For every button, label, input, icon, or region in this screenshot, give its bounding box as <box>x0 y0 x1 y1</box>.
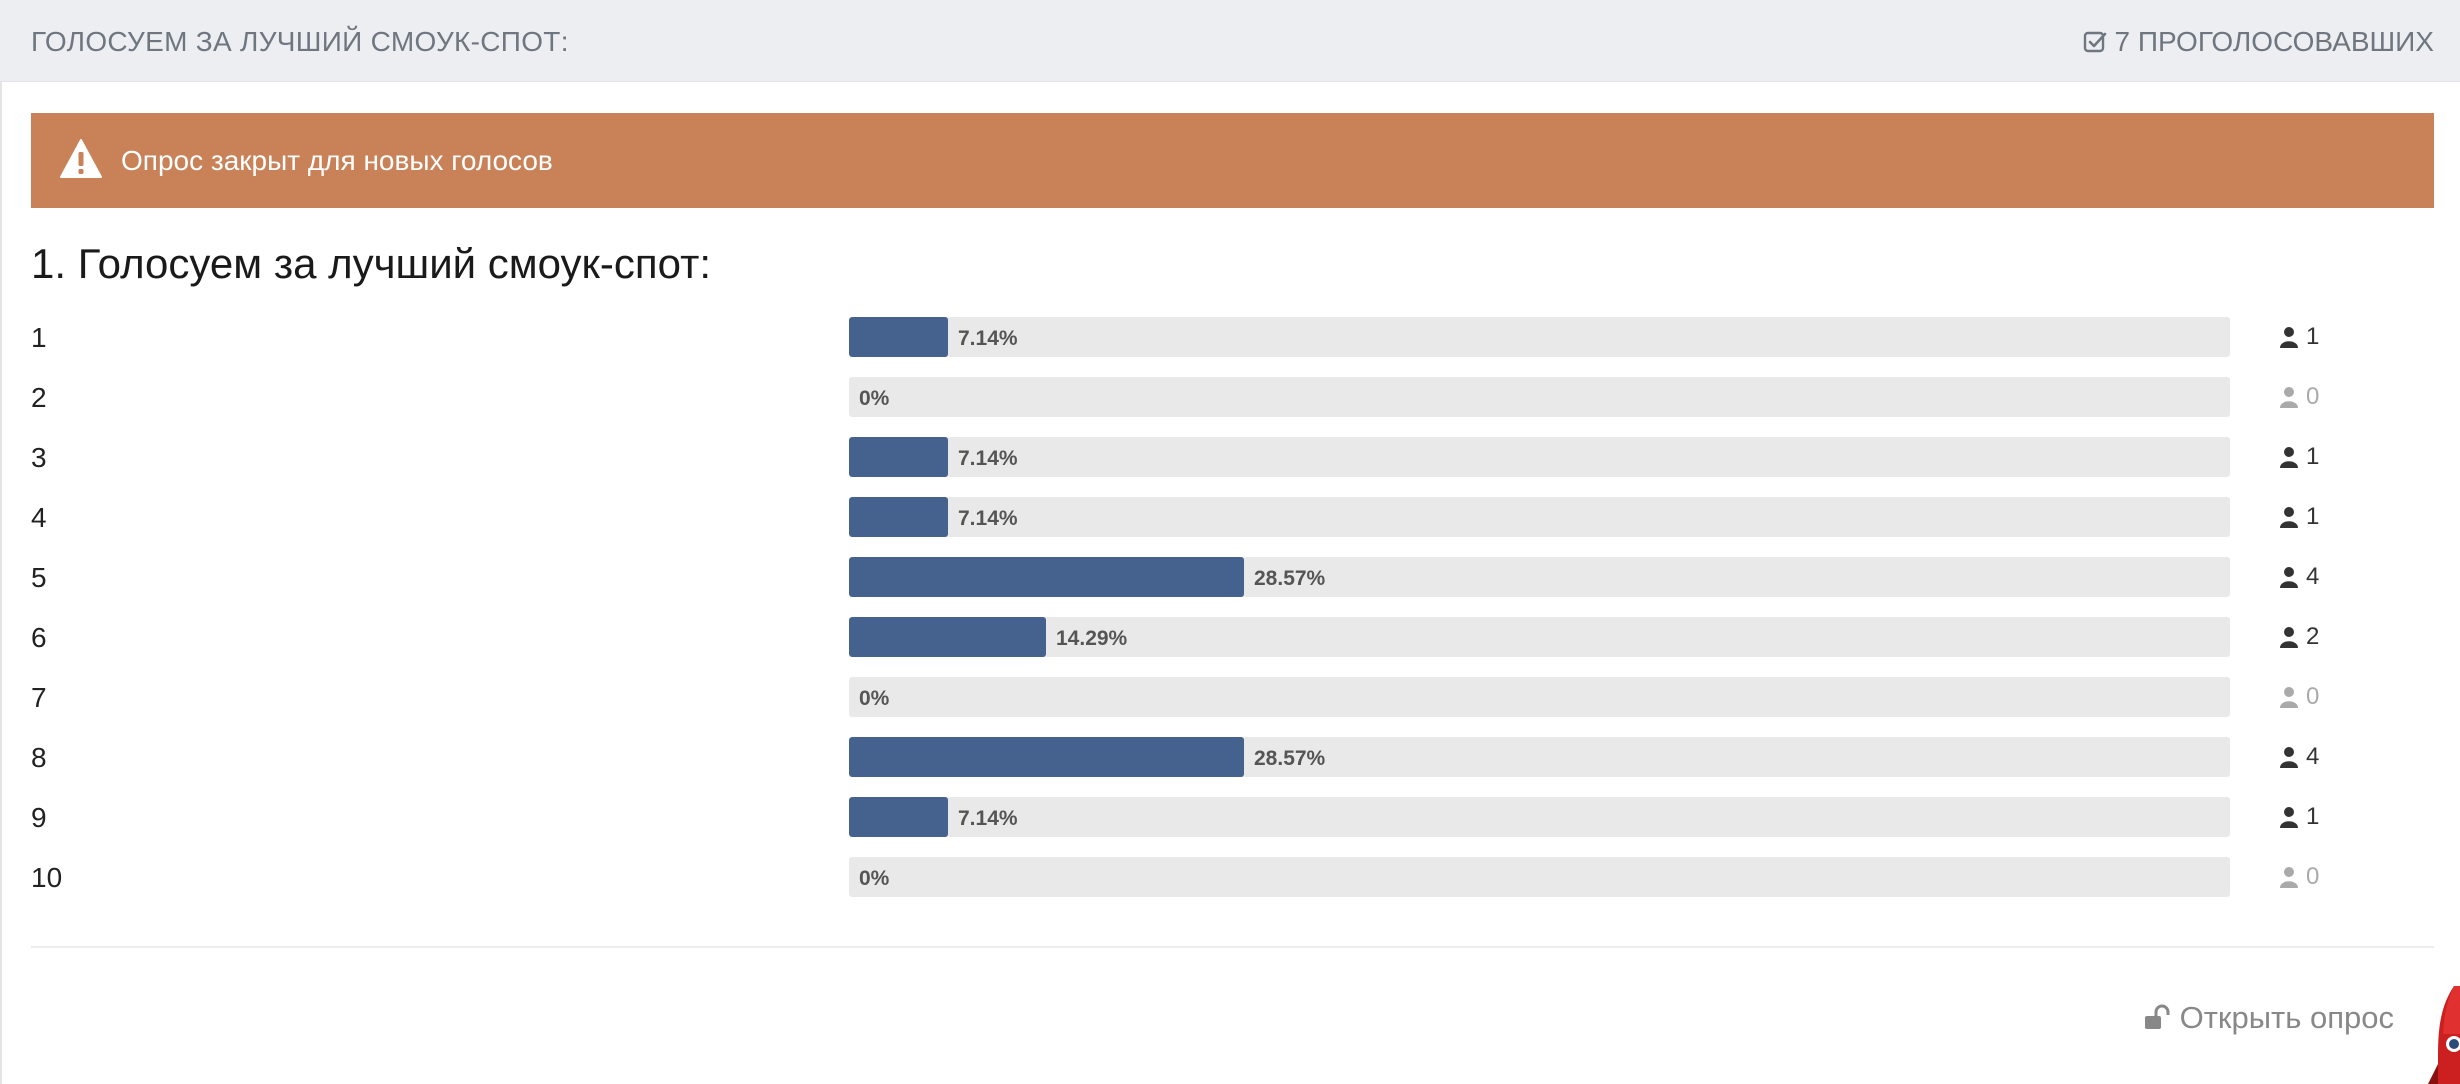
poll-option-percent: 0% <box>859 387 890 410</box>
poll-option-bar-track: 0% <box>849 677 2230 717</box>
poll-option-votes: 0 <box>2280 377 2319 417</box>
poll-option-row: 3 7.14% 1 <box>0 424 2460 484</box>
user-icon <box>2280 387 2298 408</box>
poll-option-bar-track: 7.14% <box>849 317 2230 357</box>
user-icon <box>2280 627 2298 648</box>
user-icon <box>2280 327 2298 348</box>
poll-option-label: 10 <box>31 862 63 893</box>
poll-option-votes: 2 <box>2280 617 2319 657</box>
poll-option-row: 10 0% 0 <box>0 844 2460 904</box>
poll-option-votes-count: 4 <box>2306 743 2320 770</box>
poll-option-bar-fill <box>849 437 948 477</box>
poll-option-bar-fill <box>849 737 1244 777</box>
poll-option-bar-fill <box>849 797 948 837</box>
user-icon <box>2280 867 2298 888</box>
poll-option-votes: 1 <box>2280 797 2319 837</box>
poll-option-row: 1 7.14% 1 <box>0 304 2460 364</box>
voters-count: 7 ПРОГОЛОСОВАВШИХ <box>2083 26 2434 58</box>
poll-option-bar-track: 7.14% <box>849 497 2230 537</box>
poll-option-row: 7 0% 0 <box>0 664 2460 724</box>
poll-header-title: ГОЛОСУЕМ ЗА ЛУЧШИЙ СМОУК-СПОТ: <box>31 26 569 57</box>
poll-option-votes-count: 1 <box>2306 443 2320 470</box>
poll-option-percent: 7.14% <box>958 327 1018 350</box>
poll-option-votes-count: 0 <box>2306 383 2320 410</box>
poll-option-votes-count: 1 <box>2306 503 2320 530</box>
poll-option-bar-track: 14.29% <box>849 617 2230 657</box>
poll-option-bar-fill <box>849 317 948 357</box>
poll-option-row: 4 7.14% 1 <box>0 484 2460 544</box>
user-icon <box>2280 807 2298 828</box>
poll-option-bar-fill <box>849 557 1244 597</box>
poll-option-row: 8 28.57% 4 <box>0 724 2460 784</box>
poll-option-votes-count: 0 <box>2306 863 2320 890</box>
poll-option-bar-track: 7.14% <box>849 797 2230 837</box>
poll-option-bar-fill <box>849 497 948 537</box>
poll-option-votes-count: 0 <box>2306 683 2320 710</box>
poll-option-bar-track: 0% <box>849 377 2230 417</box>
poll-option-votes: 1 <box>2280 317 2319 357</box>
poll-option-row: 6 14.29% 2 <box>0 604 2460 664</box>
poll-option-bar-track: 0% <box>849 857 2230 897</box>
user-icon <box>2280 567 2298 588</box>
left-border <box>0 0 2 1084</box>
poll-option-bar-track: 7.14% <box>849 437 2230 477</box>
poll-option-row: 5 28.57% 4 <box>0 544 2460 604</box>
question-title: 1. Голосуем за лучший смоук-спот: <box>31 240 711 287</box>
poll-option-percent: 28.57% <box>1254 567 1326 590</box>
poll-option-label: 5 <box>31 562 47 593</box>
poll-option-bar-track: 28.57% <box>849 737 2230 777</box>
poll-closed-alert-text: Опрос закрыт для новых голосов <box>121 145 553 176</box>
unlock-icon <box>2144 1004 2170 1029</box>
poll-option-percent: 0% <box>859 867 890 890</box>
open-poll-label: Открыть опрос <box>2179 1000 2394 1035</box>
rocket-icon[interactable] <box>2414 984 2460 1084</box>
poll-option-label: 6 <box>31 622 47 653</box>
poll-option-percent: 14.29% <box>1056 627 1128 650</box>
poll-option-percent: 7.14% <box>958 807 1018 830</box>
poll-option-label: 8 <box>31 742 47 773</box>
poll-option-votes: 4 <box>2280 557 2319 597</box>
poll-option-label: 2 <box>31 382 47 413</box>
poll-option-votes-count: 1 <box>2306 803 2320 830</box>
poll-option-votes-count: 2 <box>2306 623 2320 650</box>
user-icon <box>2280 747 2298 768</box>
poll-option-percent: 28.57% <box>1254 747 1326 770</box>
poll-option-row: 2 0% 0 <box>0 364 2460 424</box>
voters-count-label: 7 ПРОГОЛОСОВАВШИХ <box>2114 26 2434 57</box>
poll-option-label: 7 <box>31 682 47 713</box>
poll-option-label: 1 <box>31 322 47 353</box>
poll-header: ГОЛОСУЕМ ЗА ЛУЧШИЙ СМОУК-СПОТ: 7 ПРОГОЛО… <box>0 0 2460 82</box>
poll-option-votes: 1 <box>2280 437 2319 477</box>
poll-option-votes-count: 1 <box>2306 323 2320 350</box>
poll-option-label: 4 <box>31 502 47 533</box>
poll-option-votes: 0 <box>2280 677 2319 717</box>
poll-option-percent: 7.14% <box>958 507 1018 530</box>
poll-closed-alert: Опрос закрыт для новых голосов <box>31 113 2434 208</box>
poll-option-row: 9 7.14% 1 <box>0 784 2460 844</box>
check-square-icon <box>2083 31 2106 53</box>
poll-option-percent: 7.14% <box>958 447 1018 470</box>
user-icon <box>2280 447 2298 468</box>
poll-option-bar-fill <box>849 617 1046 657</box>
poll-option-votes: 4 <box>2280 737 2319 777</box>
poll-option-votes: 0 <box>2280 857 2319 897</box>
divider <box>31 946 2434 948</box>
poll-option-votes: 1 <box>2280 497 2319 537</box>
poll-option-label: 3 <box>31 442 47 473</box>
user-icon <box>2280 687 2298 708</box>
poll-option-bar-track: 28.57% <box>849 557 2230 597</box>
open-poll-button[interactable]: Открыть опрос <box>2144 1000 2394 1036</box>
poll-option-percent: 0% <box>859 687 890 710</box>
poll-option-label: 9 <box>31 802 47 833</box>
user-icon <box>2280 507 2298 528</box>
warning-icon <box>60 139 102 178</box>
poll-option-votes-count: 4 <box>2306 563 2320 590</box>
